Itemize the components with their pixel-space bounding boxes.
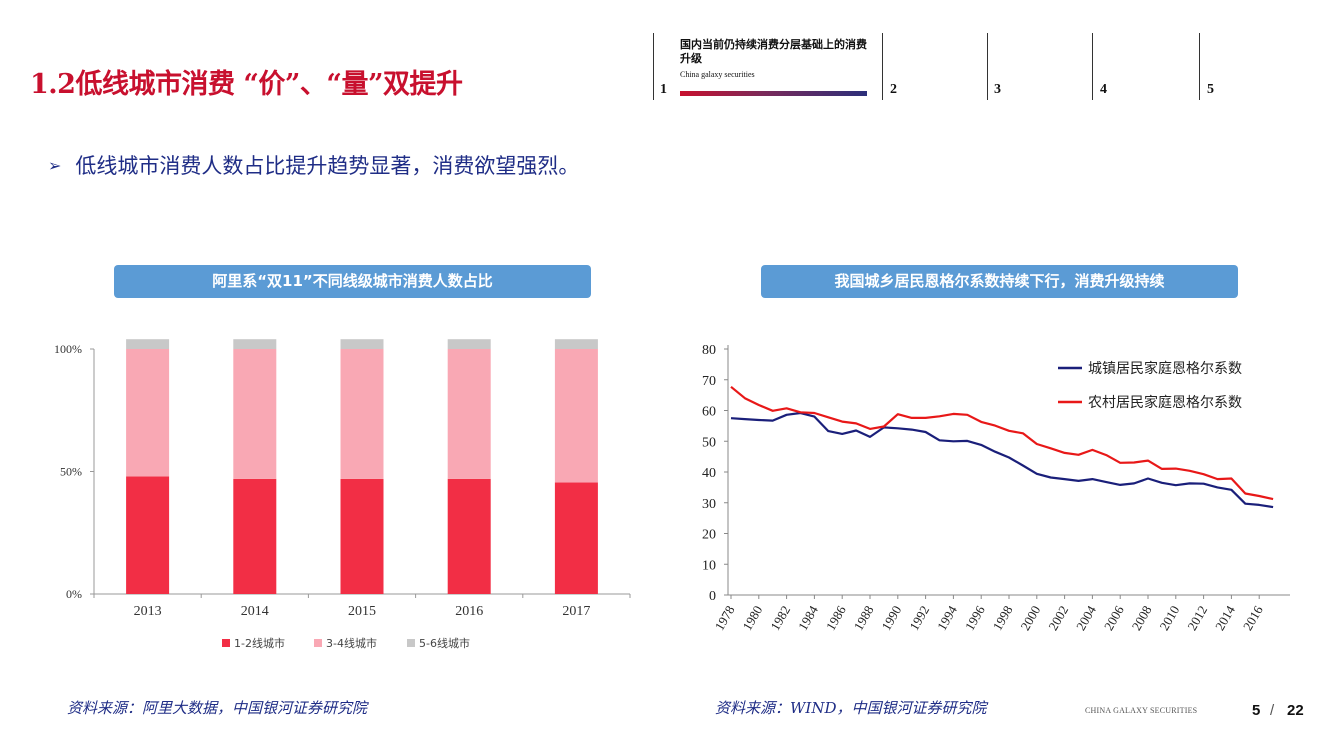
x-tick-label: 2013 (134, 604, 162, 619)
nav-item-4[interactable]: 4 (1100, 82, 1107, 97)
x-tick-label: 2016 (455, 604, 483, 619)
x-tick-label: 2017 (562, 604, 590, 619)
bullet-arrow-icon: ➢ (48, 156, 62, 175)
right-source: 资料来源：WIND，中国银河证券研究院 (715, 699, 987, 717)
x-tick-label: 2006 (1101, 603, 1127, 633)
x-tick-label: 1992 (906, 603, 932, 633)
y-tick-label: 70 (702, 374, 716, 389)
y-tick-label: 20 (702, 528, 716, 543)
x-tick-label: 2016 (1240, 603, 1266, 633)
x-tick-label: 2015 (348, 604, 376, 619)
nav-active-subtitle: China galaxy securities (680, 70, 755, 79)
y-tick-label: 60 (702, 405, 716, 420)
page-separator: / (1270, 702, 1275, 719)
bar-segment (340, 349, 384, 479)
nav-item-5[interactable]: 5 (1207, 82, 1214, 97)
x-tick-label: 2012 (1184, 603, 1210, 633)
legend-swatch (407, 639, 415, 647)
y-tick-label: 50 (702, 435, 716, 450)
engel-line-chart: 0 10 20 30 40 50 60 70 80 1978 1980 1982 1984 1986 198… (702, 343, 1290, 633)
y-tick-label: 0 (709, 589, 716, 604)
bar-segment (233, 478, 277, 594)
x-tick-label: 1994 (934, 603, 960, 633)
y-tick-label: 0% (66, 587, 82, 601)
nav-active-indicator (680, 91, 867, 96)
nav-divider (1092, 33, 1093, 100)
x-tick-label: 2002 (1045, 603, 1071, 633)
bar-segment (554, 339, 598, 349)
x-tick-label: 2004 (1073, 603, 1099, 633)
legend-label: 3-4线城市 (326, 636, 377, 650)
x-tick-label: 1990 (878, 603, 904, 633)
x-tick-label: 1996 (962, 603, 988, 633)
bar-segment (447, 349, 491, 479)
nav-divider (987, 33, 988, 100)
bar-segment (126, 476, 170, 594)
legend-label: 城镇居民家庭恩格尔系数 (1088, 360, 1242, 377)
y-tick-label: 30 (702, 497, 716, 512)
left-chart-caption: 阿里系“双11”不同线级城市消费人数占比 (114, 265, 591, 298)
legend-swatch (222, 639, 230, 647)
legend-label: 1-2线城市 (234, 636, 285, 650)
x-tick-label: 1982 (767, 603, 793, 633)
legend-label: 农村居民家庭恩格尔系数 (1088, 394, 1242, 411)
page-title: 1.2低线城市消费 “价”、“量”双提升 (30, 69, 463, 100)
footer-brand: CHINA GALAXY SECURITIES (1085, 706, 1198, 715)
bar-segment (340, 339, 384, 349)
legend-swatch (314, 639, 322, 647)
x-tick-label: 2008 (1129, 603, 1155, 633)
y-tick-label: 80 (702, 343, 716, 358)
bullet-point: ➢ 低线城市消费人数占比提升趋势显著，消费欲望强烈。 (48, 150, 579, 180)
x-tick-label: 1988 (851, 603, 877, 633)
series-line (730, 411, 1274, 509)
x-tick-label: 1986 (823, 603, 849, 633)
x-tick-label: 1980 (739, 603, 765, 633)
stacked-bar-chart: 0% 50% 100% 2013 2014 2015 2016 2017 1-2线城市 3-4线城… (54, 339, 631, 650)
bar-segment (447, 339, 491, 349)
x-tick-label: 2014 (241, 604, 269, 619)
y-tick-label: 40 (702, 466, 716, 481)
bar-segment (340, 478, 384, 594)
right-chart-caption: 我国城乡居民恩格尔系数持续下行，消费升级持续 (761, 265, 1238, 298)
nav-item-1[interactable]: 1 (660, 82, 667, 97)
bar-segment (233, 349, 277, 479)
legend-label: 5-6线城市 (419, 636, 470, 650)
page-total: 22 (1287, 702, 1304, 719)
nav-item-3[interactable]: 3 (994, 82, 1001, 97)
nav-divider (882, 33, 883, 100)
nav-active-title: 国内当前仍持续消费分层基础上的消费升级 (680, 38, 867, 65)
nav-item-2[interactable]: 2 (890, 82, 897, 97)
x-tick-label: 2010 (1156, 603, 1182, 633)
bar-segment (126, 349, 170, 477)
y-tick-label: 10 (702, 558, 716, 573)
x-tick-label: 2000 (1017, 603, 1043, 633)
x-tick-label: 1984 (795, 603, 821, 633)
bar-segment (447, 478, 491, 594)
x-tick-label: 2014 (1212, 603, 1238, 633)
bar-segment (126, 339, 170, 349)
left-source: 资料来源：阿里大数据，中国银河证券研究院 (67, 699, 368, 717)
y-tick-label: 50% (60, 465, 82, 479)
series-line (730, 385, 1274, 501)
bar-segment (233, 339, 277, 349)
x-tick-label: 1978 (712, 603, 738, 633)
x-tick-label: 1998 (990, 603, 1016, 633)
y-tick-label: 100% (54, 342, 82, 356)
page-number: 5 (1252, 702, 1261, 719)
nav-divider (653, 33, 654, 100)
bar-segment (554, 482, 598, 594)
bar-segment (554, 349, 598, 483)
nav-divider (1199, 33, 1200, 100)
bullet-text: 低线城市消费人数占比提升趋势显著，消费欲望强烈。 (75, 154, 580, 178)
